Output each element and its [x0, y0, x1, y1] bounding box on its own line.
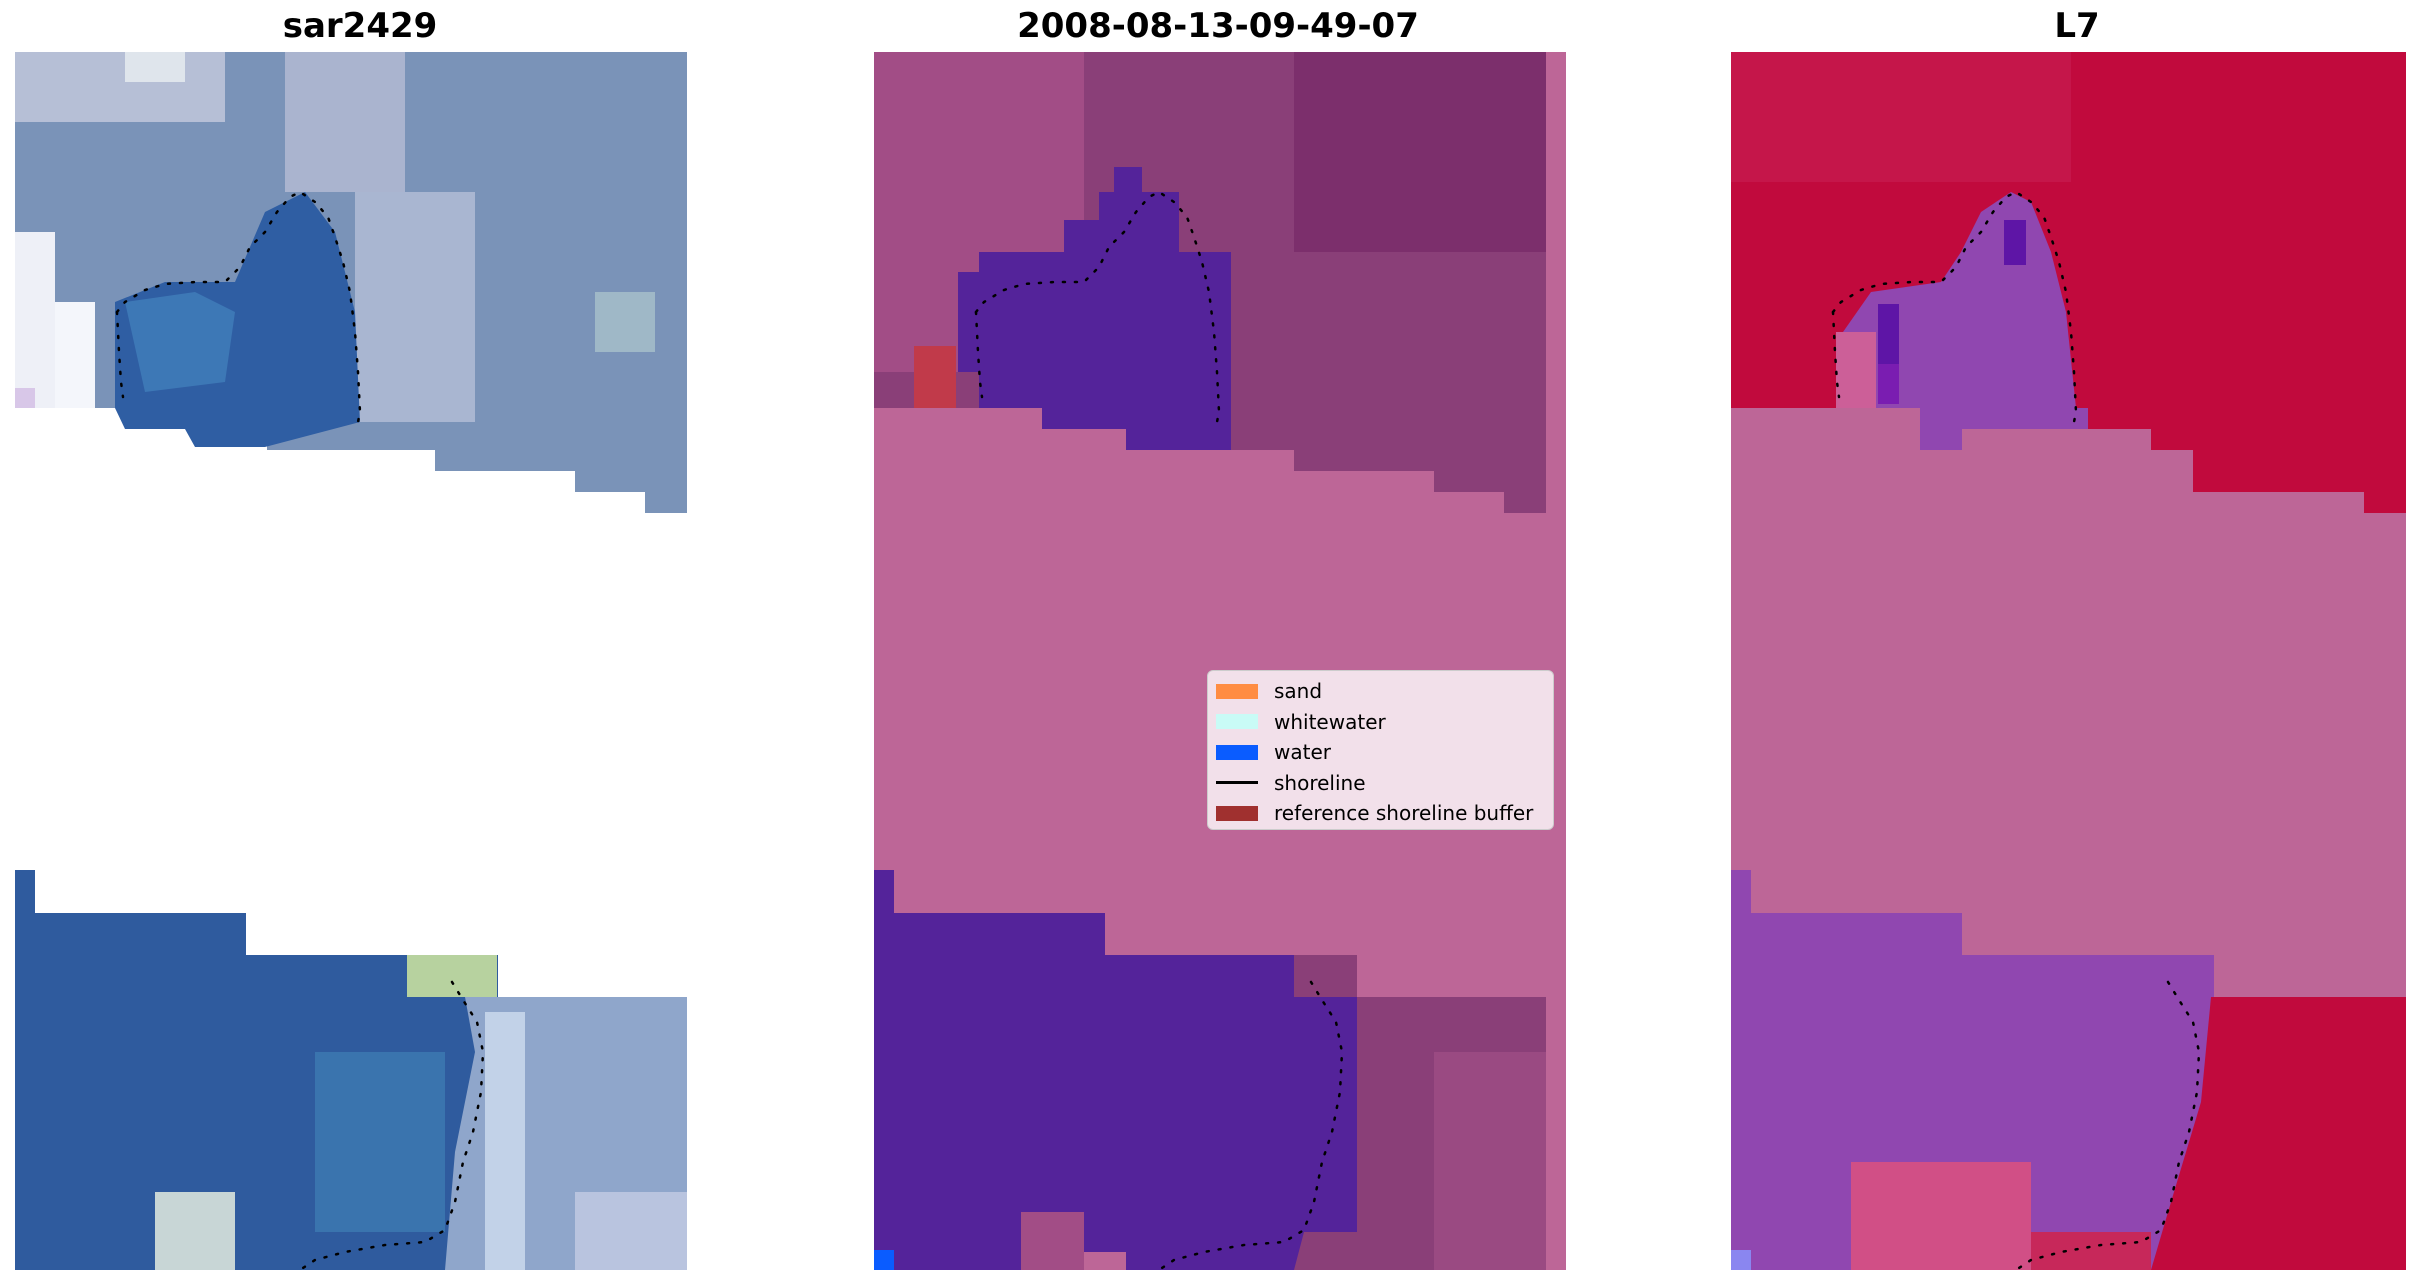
sand-swatch: [1216, 683, 1258, 699]
ndwi-image: [1731, 52, 2406, 1272]
panel-title-classification: 2008-08-13-09-49-07: [1017, 6, 1419, 46]
ndwi-panel: [1731, 52, 2406, 1272]
legend-label-shoreline: shoreline: [1274, 770, 1366, 795]
shoreline-line-icon: [1216, 781, 1258, 785]
whitewater-swatch: [1216, 714, 1258, 730]
legend: sand whitewater water shoreline referenc…: [1207, 670, 1554, 830]
legend-label-sand: sand: [1274, 679, 1323, 704]
panel-title-rgb: sar2429: [282, 6, 438, 46]
rgb-image: [15, 52, 687, 1272]
classification-panel: [874, 52, 1566, 1272]
legend-label-water: water: [1274, 740, 1331, 765]
reference-buffer-swatch: [1216, 805, 1258, 821]
legend-item-reference-buffer: reference shoreline buffer: [1216, 798, 1545, 829]
classification-image: [874, 52, 1566, 1272]
legend-item-shoreline: shoreline: [1216, 768, 1545, 799]
legend-item-water: water: [1216, 737, 1545, 768]
legend-item-whitewater: whitewater: [1216, 707, 1545, 738]
rgb-image-panel: [15, 52, 687, 1272]
legend-item-sand: sand: [1216, 676, 1545, 707]
panel-title-ndwi: L7: [2054, 6, 2100, 46]
legend-label-whitewater: whitewater: [1274, 709, 1386, 734]
legend-label-reference-buffer: reference shoreline buffer: [1274, 801, 1534, 826]
water-swatch: [1216, 744, 1258, 760]
